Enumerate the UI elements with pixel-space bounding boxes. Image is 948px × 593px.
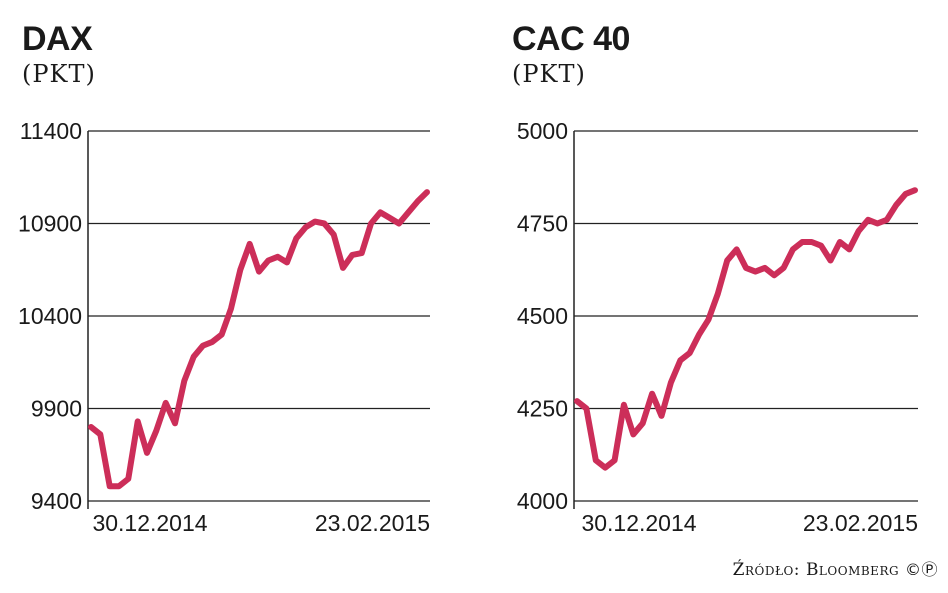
y-tick-label: 4000 — [517, 488, 568, 514]
cac40-plot: 5000 4750 4500 4250 4000 30.12.2014 23.02.2015 — [517, 118, 918, 536]
dax-chart: DAX (PKT) 11400 10900 10400 9900 9400 30.12.2… — [18, 20, 430, 536]
y-tick-label: 11400 — [20, 118, 82, 144]
cac40-unit: (PKT) — [512, 60, 586, 88]
dax-plot: 11400 10900 10400 9900 9400 30.12.2014 23.02.2… — [18, 118, 430, 536]
y-tick-label: 4250 — [517, 396, 568, 422]
y-tick-label: 4750 — [517, 211, 568, 237]
dax-unit: (PKT) — [22, 60, 96, 88]
y-tick-label: 10400 — [18, 303, 82, 329]
x-tick-label: 30.12.2014 — [92, 510, 207, 536]
y-tick-label: 10900 — [18, 211, 82, 237]
x-tick-label: 30.12.2014 — [581, 510, 696, 536]
source-text: Źródło: Bloomberg — [732, 560, 900, 580]
cac40-title: CAC 40 — [512, 20, 630, 58]
dax-title: DAX — [22, 20, 93, 58]
y-tick-label: 9900 — [31, 396, 82, 422]
y-tick-label: 4500 — [517, 303, 568, 329]
cac40-chart: CAC 40 (PKT) 5000 4750 4500 4250 4000 30.12.2… — [474, 0, 948, 593]
source-note: Źródło: Bloomberg ©Ⓟ — [733, 556, 938, 580]
copyright-mark: ©Ⓟ — [904, 560, 938, 579]
series-line — [574, 187, 918, 471]
series-line — [88, 189, 430, 490]
y-tick-label: 9400 — [31, 488, 82, 514]
x-tick-label: 23.02.2015 — [803, 510, 918, 536]
x-tick-label: 23.02.2015 — [315, 510, 430, 536]
y-tick-label: 5000 — [517, 118, 568, 144]
